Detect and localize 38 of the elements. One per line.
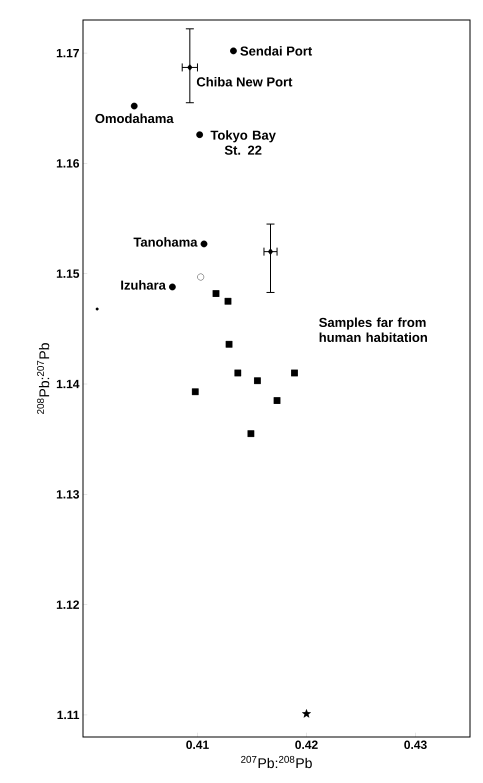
y-tick-label: 1.17 xyxy=(56,48,79,58)
point xyxy=(187,64,192,71)
y-tick-label: 1.15 xyxy=(56,270,80,278)
point xyxy=(230,47,237,54)
point xyxy=(274,397,280,404)
point xyxy=(192,388,199,396)
y-tick-label: 1.13 xyxy=(56,490,80,499)
point xyxy=(96,308,99,310)
y-tick-label: 1.11 xyxy=(58,710,80,720)
x-tick-label: 0.42 xyxy=(295,740,318,750)
point xyxy=(200,240,208,248)
point xyxy=(168,284,176,290)
point xyxy=(254,377,261,384)
annotation: Tanohama xyxy=(134,237,198,247)
point xyxy=(212,290,220,297)
x-tick-label: 0.41 xyxy=(186,740,209,750)
y-tick-label: 1.16 xyxy=(56,159,80,168)
point xyxy=(226,340,232,348)
annotation: Tokyo Bay St. 22 xyxy=(210,130,276,155)
annotation: Izuhara xyxy=(121,280,166,290)
annotation: Omodahama xyxy=(95,114,174,124)
point xyxy=(302,709,311,718)
point xyxy=(130,102,138,110)
point xyxy=(197,274,204,280)
annotation: Chiba New Port xyxy=(196,76,292,87)
point xyxy=(196,131,204,138)
annotation: Sendai Port xyxy=(240,46,312,56)
point xyxy=(268,248,274,256)
y-tick-label: 1.12 xyxy=(56,600,79,609)
y-axis-title: $^{208}$Pb:$^{207}$Pb xyxy=(37,343,50,414)
point xyxy=(291,370,298,376)
annotation: Samples far from human habitation xyxy=(319,317,427,342)
x-tick-label: 0.43 xyxy=(404,740,427,750)
y-tick-label: 1.14 xyxy=(56,380,80,388)
x-axis-title: $^{207}$Pb:$^{208}$Pb xyxy=(241,756,312,768)
point xyxy=(247,430,254,438)
point xyxy=(224,298,232,305)
point xyxy=(234,370,242,376)
